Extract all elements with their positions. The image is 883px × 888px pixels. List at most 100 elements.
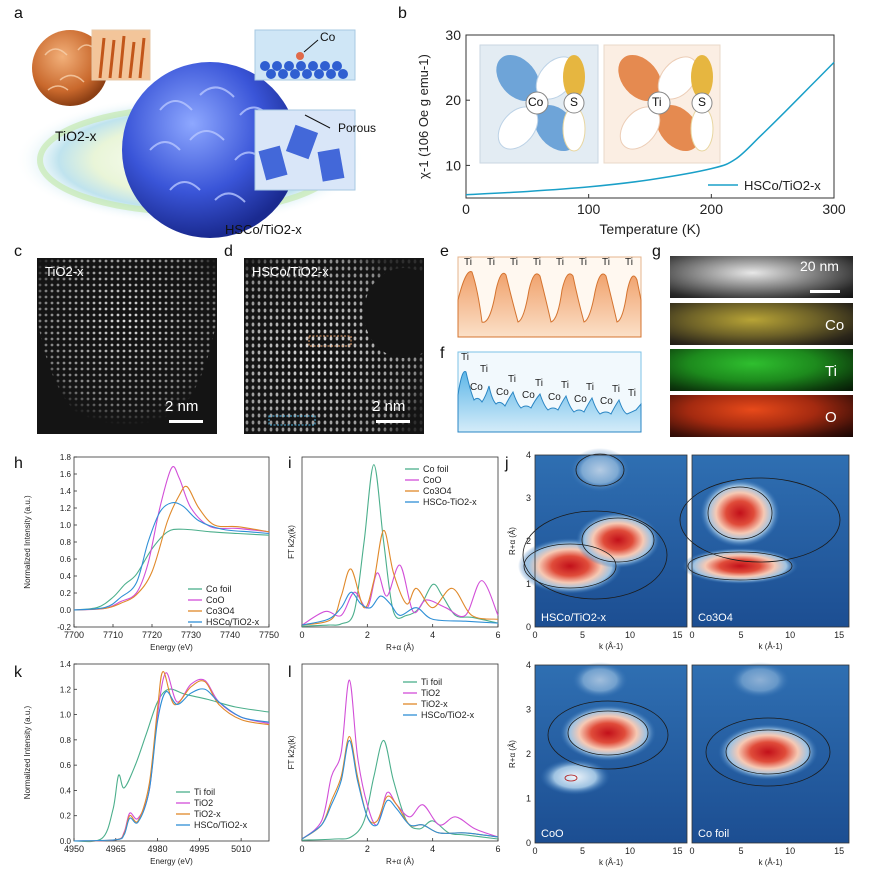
y-tick-label: 1 [526, 794, 531, 804]
x-tick-label: 10 [625, 846, 635, 856]
label-hsco: HSCo/TiO2-x [225, 222, 302, 237]
x-tick-label: 300 [822, 201, 846, 217]
y-axis-label: R+α (Å) [508, 527, 517, 555]
label-tio2: TiO2-x [55, 128, 97, 144]
x-tick-label: 6 [495, 844, 500, 854]
plot-frame [534, 454, 688, 628]
x-tick-label: 0 [299, 630, 304, 640]
y-tick-label: 3 [526, 493, 531, 503]
map-label: CoO [541, 828, 564, 840]
f-label: Ti [480, 364, 488, 375]
chart-k: 4950 4965 4980 4995 5010 0.0 0.2 0.4 0.6 0.8 1.0 1.… [23, 660, 270, 866]
x-tick-label: 10 [785, 846, 795, 856]
x-tick-label: 4995 [189, 844, 209, 854]
x-tick-label: 6 [495, 630, 500, 640]
x-tick-label: 4950 [64, 844, 84, 854]
g-map-o: O [670, 395, 853, 437]
panel-letter-b: b [398, 5, 407, 22]
x-tick-label: 4965 [106, 844, 126, 854]
legend-entry: TiO2 [194, 798, 213, 808]
plot-frame [73, 663, 270, 842]
x-tick-label: 0 [689, 846, 694, 856]
y-tick-label: 0.6 [60, 555, 72, 564]
x-tick-label: 7750 [259, 630, 279, 640]
panel-letter-a: a [14, 5, 23, 22]
x-tick-label: 10 [785, 630, 795, 640]
panel-letter-i: i [288, 455, 292, 472]
series-line-3 [73, 671, 270, 842]
y-axis-label: Normalized Intensity (a.u.) [23, 705, 32, 799]
x-tick-label: 15 [672, 846, 682, 856]
f-label: Co [548, 392, 561, 403]
f-label: Co [574, 394, 587, 405]
wavelet-map-3: 0 5 10 15 k (Å-1) 0 1 2 3 4 R+α (Å) CoO [508, 660, 688, 867]
y-tick-label: 0 [526, 838, 531, 848]
map-label: Co foil [698, 828, 729, 840]
plot-frame [73, 456, 270, 628]
y-tick-label: 0.2 [60, 589, 72, 598]
plot-frame [465, 34, 835, 199]
x-axis-label: k (Å-1) [599, 642, 623, 651]
g-map-ti: Ti [670, 349, 853, 391]
g-scale-text: 20 nm [800, 258, 839, 274]
x-tick-label: 0 [689, 630, 694, 640]
map-label: Co3O4 [698, 612, 733, 624]
panel-letter-j: j [505, 455, 509, 472]
y-tick-label: 0.8 [60, 736, 72, 745]
wavelet-map-4: 0 5 10 15 k (Å-1) Co foil [689, 664, 850, 867]
chart-l: 0 2 4 6 R+α (Å) FT k2χ(k) Ti foilTiO2TiO2-xHSC… [287, 663, 501, 866]
series-line-3 [73, 485, 270, 611]
series-line-3 [301, 529, 499, 626]
x-tick-label: 0 [462, 201, 470, 217]
series-line-4 [73, 502, 270, 611]
chart-h: 7700 7710 7720 7730 7740 7750 -0.2 0.0 0.2 0.4 0.6… [23, 453, 279, 652]
g-map-co: Co [670, 303, 853, 345]
x-tick-label: 0 [532, 846, 537, 856]
x-axis-label: k (Å-1) [759, 858, 783, 867]
plot-frame [691, 454, 850, 628]
series-line-2 [301, 679, 499, 840]
y-tick-label: -0.2 [57, 623, 71, 632]
tio2-inset [91, 29, 151, 81]
g-map-label-co: Co [825, 317, 845, 334]
y-tick-label: 0.4 [60, 786, 72, 795]
y-axis-label: Normalized Intensity (a.u.) [23, 495, 32, 589]
panel-letter-c: c [14, 243, 22, 260]
f-label: Ti [628, 388, 636, 399]
c-title: TiO2-x [45, 264, 84, 279]
x-tick-label: 5 [580, 846, 585, 856]
f-label: Ti [561, 380, 569, 391]
e-label: Ti [487, 257, 495, 268]
f-label: Co [600, 396, 613, 407]
legend-entry: Co3O4 [206, 606, 235, 616]
y-tick-label: 0.0 [60, 606, 72, 615]
e-label: Ti [579, 257, 587, 268]
legend-entry: CoO [206, 595, 225, 605]
series-line-2 [301, 564, 499, 626]
panel-letter-d: d [224, 243, 233, 260]
tio2-sphere [32, 30, 108, 106]
legend-entry: TiO2 [421, 688, 440, 698]
legend-entry: Ti foil [194, 787, 215, 797]
legend-entry: HSCo/TiO2-x [421, 710, 475, 720]
x-axis-label: Temperature (K) [599, 221, 700, 237]
series-line-4 [73, 688, 270, 842]
x-tick-label: 0 [532, 630, 537, 640]
legend-entry: CoO [423, 475, 442, 485]
legend-entry: Co foil [423, 464, 449, 474]
y-tick-label: 1.0 [60, 521, 72, 530]
y-tick-label: 30 [445, 27, 461, 43]
f-label: Ti [535, 378, 543, 389]
series-line-2 [73, 466, 270, 611]
x-tick-label: 4 [430, 844, 435, 854]
y-tick-label: 10 [445, 157, 461, 173]
panel-letter-h: h [14, 455, 23, 472]
legend-entry: Co3O4 [423, 486, 452, 496]
e-label: Ti [510, 257, 518, 268]
x-tick-label: 15 [834, 630, 844, 640]
panel-c-haadf: TiO2-x 2 nm [37, 258, 217, 434]
f-label: Ti [586, 382, 594, 393]
